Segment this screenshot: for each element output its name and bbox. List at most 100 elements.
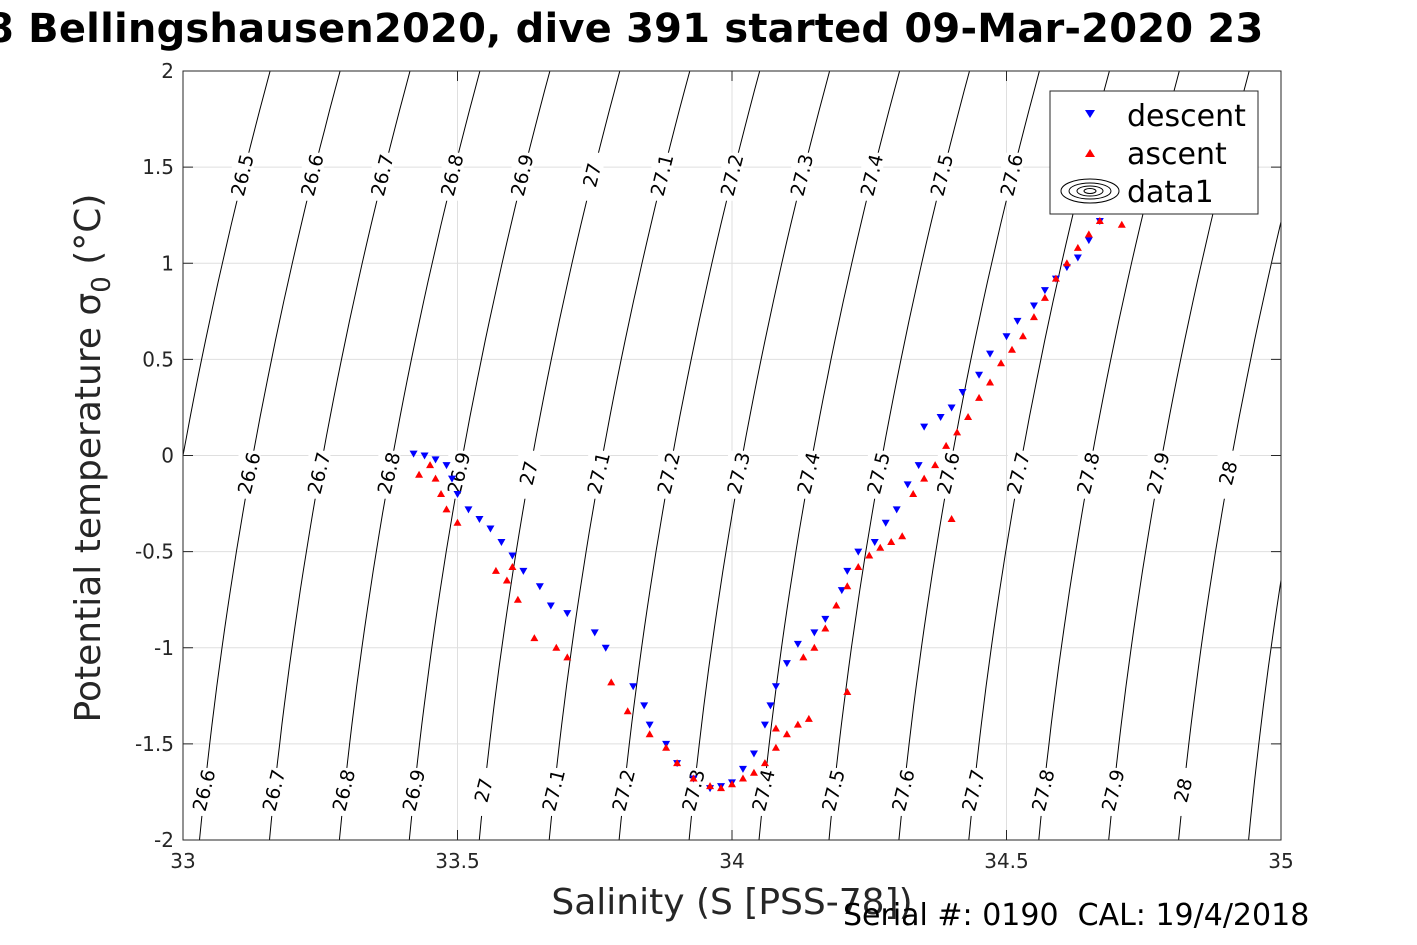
- isopycnal-label-bg: [892, 767, 915, 816]
- isopycnal-label-bg: [193, 767, 216, 816]
- legend-ascent-label: ascent: [1127, 137, 1227, 172]
- descent-point: [1013, 317, 1022, 325]
- ascent-point: [513, 595, 522, 603]
- isopycnal-label-bg: [612, 767, 635, 816]
- ascent-point: [530, 634, 539, 642]
- ascent-point: [843, 582, 852, 590]
- ascent-point: [975, 393, 984, 401]
- ascent-point: [645, 730, 654, 738]
- ascent-point: [793, 720, 802, 728]
- ascent-point: [843, 687, 852, 695]
- x-tick-label: 33.5: [435, 849, 480, 873]
- descent-point: [782, 660, 791, 668]
- descent-point: [420, 452, 429, 460]
- data-points: [409, 192, 1126, 793]
- chart-title-text: 8 Bellingshausen2020, dive 391 started 0…: [0, 6, 1264, 52]
- descent-point: [508, 552, 517, 560]
- descent-point: [766, 702, 775, 710]
- descent-point: [821, 615, 830, 623]
- descent-point: [475, 515, 484, 523]
- ascent-point: [964, 413, 973, 421]
- ascent-point: [832, 601, 841, 609]
- descent-point: [749, 750, 758, 758]
- ascent-point: [728, 780, 736, 788]
- isopycnal-label-bg: [728, 450, 751, 499]
- descent-point: [843, 567, 852, 575]
- isopycnal-label-bg: [378, 450, 401, 499]
- descent-point: [870, 539, 879, 547]
- ascent-point: [607, 678, 616, 686]
- descent-point: [601, 644, 610, 652]
- ascent-point: [953, 428, 962, 436]
- descent-point: [431, 456, 440, 464]
- ascent-point: [738, 774, 747, 782]
- descent-point: [936, 414, 945, 422]
- y-axis-label-main: Potential temperature σ: [68, 293, 109, 723]
- ascent-point: [1051, 274, 1060, 282]
- ascent-point: [431, 474, 440, 482]
- ascent-point: [771, 724, 780, 732]
- legend-descent-marker: [1085, 110, 1095, 118]
- legend: descent ascent data1: [1049, 90, 1259, 215]
- descent-point: [881, 519, 890, 527]
- isopycnal-label-bg: [263, 767, 286, 816]
- descent-point: [810, 629, 819, 637]
- ascent-point: [898, 532, 907, 540]
- ascent-point: [563, 653, 572, 661]
- ascent-point: [442, 505, 451, 513]
- ascent-point: [1040, 293, 1049, 301]
- isopycnal-label-bg: [511, 152, 534, 201]
- descent-point: [975, 371, 984, 379]
- descent-point: [738, 765, 747, 773]
- ascent-point: [799, 653, 808, 661]
- descent-point: [486, 525, 495, 533]
- ascent-point: [662, 743, 671, 751]
- legend-ascent-marker: [1085, 149, 1095, 157]
- isopycnal-label-bg: [588, 450, 611, 499]
- isopycnal-label-bg: [371, 152, 394, 201]
- ascent-point: [437, 489, 446, 497]
- isopycnal-label-bg: [1147, 450, 1170, 499]
- descent-point: [519, 567, 528, 575]
- ascent-point: [942, 441, 951, 449]
- isopycnal-label-bg: [651, 152, 674, 201]
- y-tick-label: -1.5: [135, 732, 174, 756]
- isopycnal-label-bg: [931, 152, 954, 201]
- y-axis-label-sub: 0: [87, 276, 117, 293]
- legend-data1-label: data1: [1127, 175, 1214, 210]
- descent-point: [563, 610, 572, 618]
- ascent-point: [804, 714, 813, 722]
- ascent-point: [782, 730, 791, 738]
- descent-point: [947, 404, 956, 412]
- isopycnal-label-bg: [822, 767, 845, 816]
- y-axis: 2 1.5 1 0.5 0 -0.5 -1 -1.5 -2: [135, 59, 1281, 852]
- ascent-point: [997, 359, 1006, 367]
- x-tick-label: 34.5: [984, 849, 1029, 873]
- descent-point: [464, 506, 473, 514]
- descent-point: [590, 629, 599, 637]
- ascent-point: [673, 759, 682, 767]
- isopycnal-label-bg: [518, 450, 541, 499]
- ascent-point: [947, 514, 956, 522]
- isopycnal-label-bg: [1007, 450, 1030, 499]
- ascent-point: [865, 551, 874, 559]
- x-tick-label: 35: [1268, 849, 1293, 873]
- descent-point: [958, 389, 967, 397]
- descent-point: [497, 539, 506, 547]
- ascent-point: [623, 707, 632, 715]
- isopycnal-line: [1248, 576, 1281, 840]
- ascent-point: [887, 538, 896, 546]
- ascent-point: [1018, 332, 1027, 340]
- isopycnal-label-bg: [441, 152, 464, 201]
- descent-point: [442, 462, 451, 470]
- ascent-point: [771, 743, 780, 751]
- descent-point: [645, 721, 654, 729]
- isopycnal-label-bg: [721, 152, 744, 201]
- ascent-point: [453, 518, 462, 526]
- x-tick-label: 34: [719, 849, 744, 873]
- isopycnal-label-bg: [473, 767, 496, 816]
- ascent-point: [931, 461, 940, 469]
- ascent-point: [552, 643, 561, 651]
- descent-point: [629, 683, 638, 691]
